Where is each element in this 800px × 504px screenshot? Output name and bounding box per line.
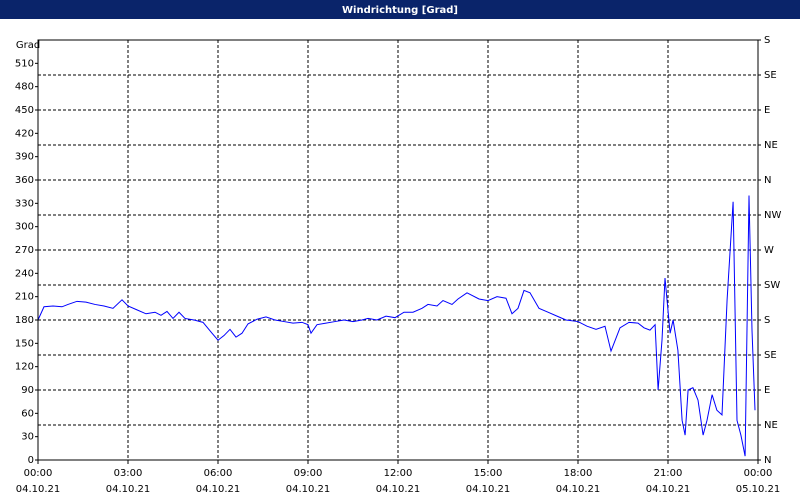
y2-tick-label: NE [764,420,778,431]
x-tick-label: 15:00 [474,468,503,479]
y-tick-label: 210 [15,292,34,303]
x-tick-date: 04.10.21 [646,484,691,495]
y2-tick-label: W [764,245,774,256]
y-axis-label: Grad [16,40,40,51]
y2-tick-label: SW [764,280,780,291]
y-tick-label: 300 [15,222,34,233]
y2-tick-label: NW [764,210,781,221]
x-tick-date: 04.10.21 [556,484,601,495]
y-tick-label: 180 [15,315,34,326]
y2-tick-label: S [764,35,770,46]
data-line [37,195,756,457]
y2-tick-label: SE [764,70,777,81]
y2-tick-label: S [764,315,770,326]
y2-tick-label: E [764,105,770,116]
y2-tick-label: N [764,455,771,466]
x-tick-date: 05.10.21 [736,484,781,495]
chart-title: Windrichtung [Grad] [342,5,458,16]
y-tick-label: 420 [15,128,34,139]
y2-tick-label: E [764,385,770,396]
x-tick-date: 04.10.21 [286,484,331,495]
x-tick-label: 00:00 [24,468,53,479]
x-tick-date: 04.10.21 [466,484,511,495]
title-bar [0,0,800,19]
x-tick-label: 00:00 [744,468,773,479]
x-tick-label: 18:00 [564,468,593,479]
x-tick-label: 06:00 [204,468,233,479]
y-tick-label: 60 [21,408,34,419]
y-tick-label: 270 [15,245,34,256]
y-tick-label: 360 [15,175,34,186]
y-tick-label: 120 [15,362,34,373]
y-tick-label: 240 [15,268,34,279]
y-tick-label: 330 [15,198,34,209]
y-tick-label: 480 [15,82,34,93]
y-tick-label: 0 [28,455,34,466]
y2-tick-label: SE [764,350,777,361]
y-tick-label: 510 [15,58,34,69]
y2-tick-label: N [764,175,771,186]
x-tick-date: 04.10.21 [16,484,61,495]
y-tick-label: 30 [21,432,34,443]
y-tick-label: 150 [15,338,34,349]
y-tick-label: 90 [21,385,34,396]
x-tick-label: 21:00 [654,468,683,479]
x-tick-label: 03:00 [114,468,143,479]
x-tick-date: 04.10.21 [376,484,421,495]
x-tick-label: 09:00 [294,468,323,479]
x-tick-date: 04.10.21 [196,484,241,495]
x-tick-label: 12:00 [384,468,413,479]
y-tick-label: 390 [15,152,34,163]
y-tick-label: 450 [15,105,34,116]
y2-tick-label: NE [764,140,778,151]
x-tick-date: 04.10.21 [106,484,151,495]
